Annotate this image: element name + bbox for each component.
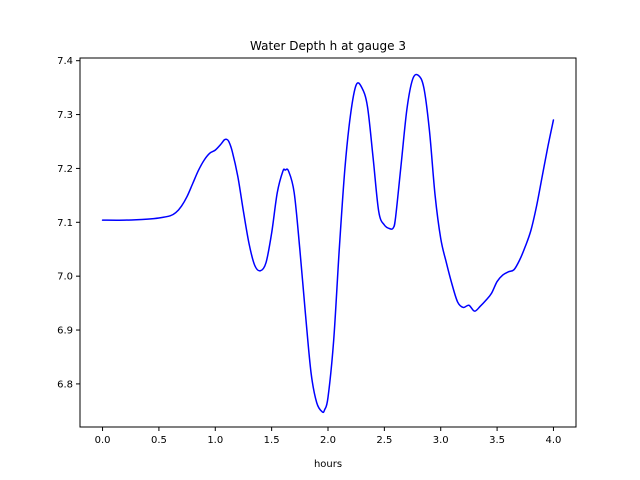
y-axis: 6.8 6.9 7.0 7.1 7.2 7.3 7.4 — [57, 56, 80, 390]
x-axis: 0.0 0.5 1.0 1.5 2.0 2.5 3.0 3.5 4.0 — [95, 427, 562, 446]
x-tick-label: 0.5 — [151, 435, 167, 446]
y-tick-label: 7.4 — [57, 56, 73, 67]
series-line-0 — [101, 73, 555, 414]
y-tick-label: 7.0 — [57, 272, 73, 283]
y-tick-label: 7.3 — [57, 110, 73, 121]
x-tick-label: 2.5 — [376, 435, 392, 446]
chart-title: Water Depth h at gauge 3 — [250, 39, 406, 53]
y-tick-label: 7.2 — [57, 164, 73, 175]
plot-area — [101, 73, 555, 414]
x-axis-label: hours — [314, 459, 342, 470]
y-tick-label: 6.8 — [57, 379, 73, 390]
x-tick-label: 0.0 — [95, 435, 111, 446]
x-tick-label: 1.5 — [264, 435, 280, 446]
y-tick-label: 6.9 — [57, 326, 73, 337]
y-tick-label: 7.1 — [57, 218, 73, 229]
x-tick-label: 3.0 — [433, 435, 449, 446]
x-tick-label: 2.0 — [320, 435, 336, 446]
x-tick-label: 1.0 — [207, 435, 223, 446]
x-tick-label: 3.5 — [489, 435, 505, 446]
x-tick-label: 4.0 — [546, 435, 562, 446]
plot-frame — [79, 57, 577, 428]
